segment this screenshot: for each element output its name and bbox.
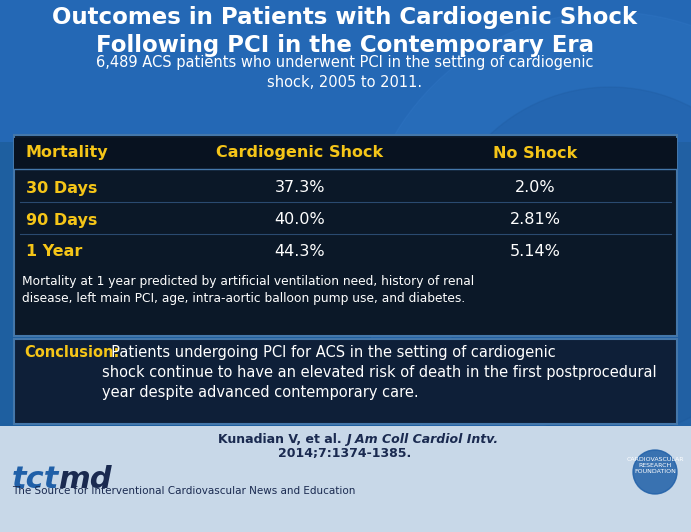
Circle shape [435,87,691,437]
Text: Kunadian V, et al.: Kunadian V, et al. [218,433,346,446]
Text: Patients undergoing PCI for ACS in the setting of cardiogenic
shock continue to : Patients undergoing PCI for ACS in the s… [102,345,656,400]
Text: 37.3%: 37.3% [275,180,325,195]
Text: 5.14%: 5.14% [509,245,560,260]
Text: CARDIOVASCULAR
RESEARCH
FOUNDATION: CARDIOVASCULAR RESEARCH FOUNDATION [626,457,684,475]
Text: 6,489 ACS patients who underwent PCI in the setting of cardiogenic
shock, 2005 t: 6,489 ACS patients who underwent PCI in … [96,55,594,90]
FancyBboxPatch shape [14,138,677,169]
Text: Outcomes in Patients with Cardiogenic Shock
Following PCI in the Contemporary Er: Outcomes in Patients with Cardiogenic Sh… [53,6,638,57]
Text: 30 Days: 30 Days [26,180,97,195]
Text: 44.3%: 44.3% [275,245,325,260]
Text: Cardiogenic Shock: Cardiogenic Shock [216,145,384,161]
FancyBboxPatch shape [0,0,691,142]
Text: Mortality at 1 year predicted by artificial ventilation need, history of renal
d: Mortality at 1 year predicted by artific… [22,275,474,305]
Text: 40.0%: 40.0% [274,212,325,228]
Text: The Source for Interventional Cardiovascular News and Education: The Source for Interventional Cardiovasc… [12,486,355,496]
Text: 2014;7:1374-1385.: 2014;7:1374-1385. [278,447,412,460]
FancyBboxPatch shape [0,426,691,532]
Text: J Am Coll Cardiol Intv.: J Am Coll Cardiol Intv. [346,433,498,446]
Text: 1 Year: 1 Year [26,245,82,260]
Text: tct: tct [12,465,59,494]
Text: 90 Days: 90 Days [26,212,97,228]
Circle shape [633,450,677,494]
Text: md: md [58,465,112,494]
Circle shape [360,12,691,512]
Text: Conclusion:: Conclusion: [24,345,120,360]
Text: 2.0%: 2.0% [515,180,556,195]
Text: Mortality: Mortality [26,145,108,161]
Text: No Shock: No Shock [493,145,577,161]
Text: 2.81%: 2.81% [509,212,560,228]
FancyBboxPatch shape [14,339,677,424]
FancyBboxPatch shape [14,135,677,336]
